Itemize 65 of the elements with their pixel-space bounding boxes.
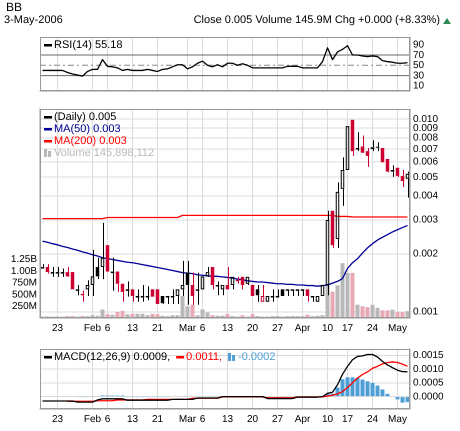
y-tick-label: 70 — [413, 50, 425, 61]
x-tick-label: 10 — [322, 322, 334, 334]
x-tick-label: 13 — [222, 322, 234, 334]
legend-label: MA(200) 0.003 — [54, 135, 127, 148]
y-tick-label: 30 — [413, 70, 425, 82]
legend-label: (Daily) 0.005 — [54, 111, 116, 124]
text: Close 0.005 Volume 145.9M Chg +0.000 (+8.33%) — [194, 14, 440, 27]
x-tick-label: 27 — [272, 414, 284, 425]
y-tick-label: 0.007 — [413, 144, 438, 155]
legend-label: MA(50) 0.003 — [54, 123, 121, 136]
x-tick-label: 27 — [272, 322, 284, 334]
y2-tick-label: 1.25B — [10, 254, 38, 266]
legend-label: RSI(14) 55.18 — [54, 39, 122, 52]
x-tick-label: Apr — [294, 322, 311, 334]
y-tick-label: 0.004 — [413, 190, 438, 202]
y-tick-label: 0.0000 — [413, 391, 444, 402]
legend-label: Volume 145,898,112 — [54, 147, 154, 160]
x-tick-label: 20 — [246, 322, 258, 334]
y-tick-label: 0.006 — [413, 156, 438, 168]
x-tick-label: 24 — [366, 414, 378, 425]
y2-tick-label: 500M — [12, 289, 37, 300]
x-tick-label: 10 — [322, 414, 334, 425]
y-tick-label: 0.001 — [413, 306, 438, 318]
y-tick-label: 0.003 — [413, 214, 438, 226]
y-tick-label: 90 — [413, 39, 425, 50]
y-tick-label: 0.0015 — [413, 350, 444, 362]
legend-label: 0.0011, — [186, 351, 222, 364]
x-tick-label: 21 — [152, 414, 164, 425]
chart-title: BB — [6, 0, 22, 14]
x-tick-label: 6 — [104, 322, 111, 334]
x-tick-label: May — [388, 414, 407, 425]
y2-tick-label: 250M — [12, 301, 37, 312]
y-tick-label: 0.010 — [413, 114, 438, 125]
x-tick-label: 13 — [222, 414, 234, 425]
x-tick-label: 20 — [246, 414, 258, 425]
x-tick-label: Mar — [178, 322, 197, 334]
x-tick-label: 6 — [104, 414, 111, 425]
y-tick-label: 0.0010 — [413, 364, 444, 375]
x-tick-label: Feb — [84, 414, 102, 425]
legend-label: -0.0002 — [238, 351, 276, 364]
x-tick-label: 13 — [126, 322, 138, 334]
y-tick-label: 10 — [413, 80, 425, 92]
x-tick-label: Apr — [294, 414, 311, 425]
x-tick-label: 23 — [52, 322, 64, 334]
x-tick-label: Mar — [178, 414, 197, 425]
x-tick-label: May — [388, 322, 407, 334]
chart-subtitle: 3-May-2006 — [4, 14, 63, 27]
y-tick-label: 0.005 — [413, 172, 438, 183]
y-tick-label: 0.002 — [413, 248, 438, 260]
y-tick-label: 50 — [413, 60, 425, 72]
x-tick-label: 21 — [152, 322, 164, 334]
legend-label: MACD(12,26,9) 0.0009, — [54, 351, 170, 364]
x-tick-label: Feb — [84, 322, 102, 334]
x-tick-label: 6 — [200, 322, 206, 334]
x-tick-label: 17 — [342, 322, 354, 334]
y2-tick-label: 1.00B — [10, 266, 38, 277]
x-tick-label: 24 — [366, 322, 378, 334]
x-tick-label: 17 — [342, 414, 354, 425]
y-tick-label: 0.008 — [413, 132, 438, 144]
y2-tick-label: 750M — [12, 278, 37, 289]
x-tick-label: 13 — [126, 414, 138, 425]
x-tick-label: 23 — [52, 414, 64, 425]
y-tick-label: 0.009 — [413, 122, 438, 134]
x-tick-label: 6 — [200, 414, 206, 425]
y-tick-label: 0.0005 — [413, 378, 444, 389]
